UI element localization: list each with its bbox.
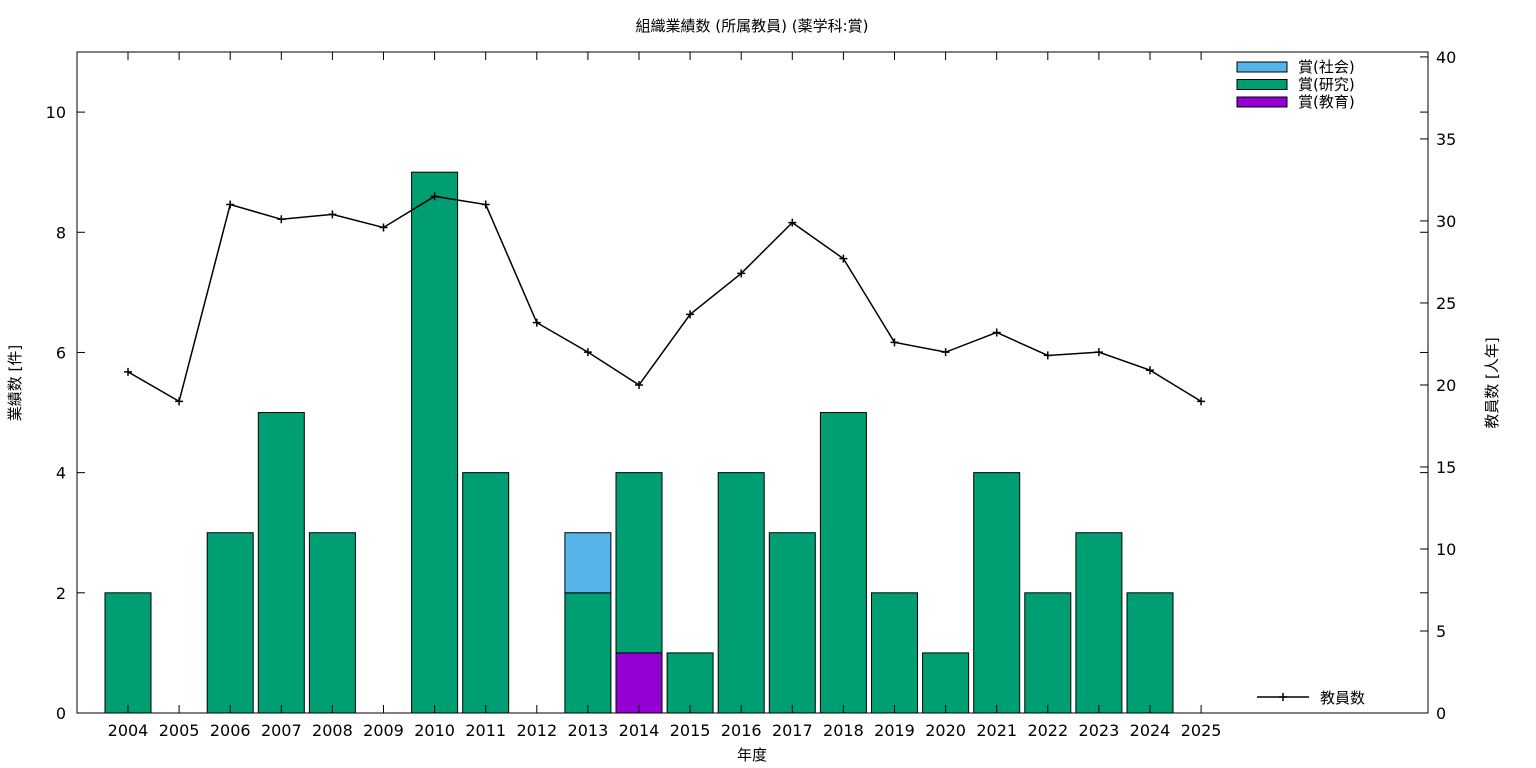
legend: 賞(社会)賞(研究)賞(教育) 教員数 <box>1236 58 1365 707</box>
y2-axis-label: 教員数 [人年] <box>1483 337 1501 428</box>
bar-2022-賞(研究) <box>1024 592 1072 714</box>
x-tick-label: 2009 <box>363 721 404 740</box>
y2-tick-label: 40 <box>1436 48 1456 67</box>
y2-tick-label: 5 <box>1436 622 1446 641</box>
legend-marker-教員数 <box>1279 693 1287 701</box>
bar-2010-賞(研究) <box>411 171 459 714</box>
line-point-2009 <box>379 223 388 232</box>
line-point-2023 <box>1094 348 1103 357</box>
x-tick-label: 2022 <box>1027 721 1068 740</box>
bar-2011-賞(研究) <box>462 472 510 714</box>
bar-2020-賞(研究) <box>922 652 970 714</box>
legend-label-賞(社会): 賞(社会) <box>1298 58 1355 76</box>
x-tick-label: 2013 <box>568 721 609 740</box>
x-tick-label: 2015 <box>670 721 711 740</box>
bar-2021-賞(研究) <box>973 472 1021 714</box>
line-point-2022 <box>1043 351 1052 360</box>
y2-tick-label: 30 <box>1436 212 1456 231</box>
x-tick-label: 2008 <box>312 721 353 740</box>
bar-2008-賞(研究) <box>308 532 356 714</box>
line-point-2010 <box>430 192 439 201</box>
legend-swatch-賞(社会) <box>1236 61 1288 73</box>
bar-2016-賞(研究) <box>717 472 765 714</box>
line-point-2015 <box>686 310 695 319</box>
legend-swatch-賞(教育) <box>1236 96 1288 108</box>
x-tick-label: 2024 <box>1130 721 1171 740</box>
legend-swatch-賞(研究) <box>1236 79 1288 90</box>
line-point-2018 <box>839 254 848 263</box>
x-tick-label: 2018 <box>823 721 864 740</box>
line-point-2008 <box>328 210 337 219</box>
bar-2019-賞(研究) <box>871 592 918 714</box>
x-tick-label: 2012 <box>516 721 557 740</box>
x-tick-label: 2011 <box>465 721 506 740</box>
line-point-2024 <box>1146 366 1154 375</box>
x-tick-label: 2005 <box>159 721 200 740</box>
x-tick-label: 2016 <box>721 721 762 740</box>
line-point-2019 <box>890 338 899 347</box>
x-tick-label: 2004 <box>108 721 149 740</box>
bar-group <box>104 171 1174 714</box>
line-point-2006 <box>226 200 235 209</box>
line-教員数 <box>127 195 1202 403</box>
y2-tick-label: 10 <box>1436 540 1456 559</box>
line-point-2021 <box>992 328 1001 337</box>
line-group <box>124 192 1206 406</box>
bar-2014-賞(教育) <box>615 652 663 714</box>
line-point-2007 <box>277 215 286 224</box>
line-point-2004 <box>124 367 132 376</box>
y-tick-label: 2 <box>56 584 66 603</box>
plot-frame <box>76 51 1429 714</box>
line-point-2025 <box>1197 397 1206 406</box>
y2-tick-label: 20 <box>1436 376 1456 395</box>
legend-label-賞(研究): 賞(研究) <box>1298 76 1355 94</box>
y2-tick-label: 15 <box>1436 458 1456 477</box>
x-tick-label: 2014 <box>619 721 660 740</box>
bar-2024-賞(研究) <box>1126 592 1174 714</box>
y-tick-label: 0 <box>56 704 66 723</box>
chart-title: 組織業績数 (所属教員) (薬学科:賞) <box>636 17 869 35</box>
x-tick-label: 2007 <box>261 721 302 740</box>
x-tick-label: 2010 <box>414 721 455 740</box>
y2-tick-label: 0 <box>1436 704 1446 723</box>
line-point-2020 <box>941 348 950 357</box>
line-point-2017 <box>788 218 797 227</box>
y2-tick-label: 25 <box>1436 294 1456 313</box>
line-point-2016 <box>737 269 746 278</box>
y-tick-label: 8 <box>56 223 66 242</box>
x-tick-label: 2017 <box>772 721 813 740</box>
bar-2013-賞(研究) <box>564 592 612 714</box>
line-point-2014 <box>635 380 643 389</box>
y2-tick-label: 35 <box>1436 130 1456 149</box>
bar-2006-賞(研究) <box>206 532 254 714</box>
y-tick-label: 6 <box>56 343 66 362</box>
bar-2023-賞(研究) <box>1075 532 1123 714</box>
bar-2015-賞(研究) <box>666 652 714 714</box>
line-point-2012 <box>532 318 541 327</box>
y-axis-label: 業績数 [件] <box>6 345 24 421</box>
x-tick-label: 2021 <box>976 721 1017 740</box>
x-tick-label: 2025 <box>1181 721 1222 740</box>
bar-2018-賞(研究) <box>819 412 867 714</box>
x-tick-label: 2019 <box>874 721 915 740</box>
x-tick-label: 2023 <box>1079 721 1120 740</box>
x-tick-label: 2020 <box>925 721 966 740</box>
line-point-2013 <box>583 348 592 357</box>
bar-2017-賞(研究) <box>768 532 816 714</box>
x-tick-label: 2006 <box>210 721 251 740</box>
bar-2013-賞(社会) <box>564 532 612 594</box>
y-tick-label: 10 <box>46 103 66 122</box>
y-tick-label: 4 <box>56 464 66 483</box>
x-axis-label: 年度 <box>737 746 767 764</box>
line-point-2011 <box>481 200 490 209</box>
bar-2007-賞(研究) <box>257 412 305 714</box>
legend-label-教員数: 教員数 <box>1320 689 1365 707</box>
line-point-2005 <box>175 397 184 406</box>
bar-2014-賞(研究) <box>615 472 663 654</box>
legend-label-賞(教育): 賞(教育) <box>1298 93 1355 111</box>
bar-2004-賞(研究) <box>104 592 152 714</box>
